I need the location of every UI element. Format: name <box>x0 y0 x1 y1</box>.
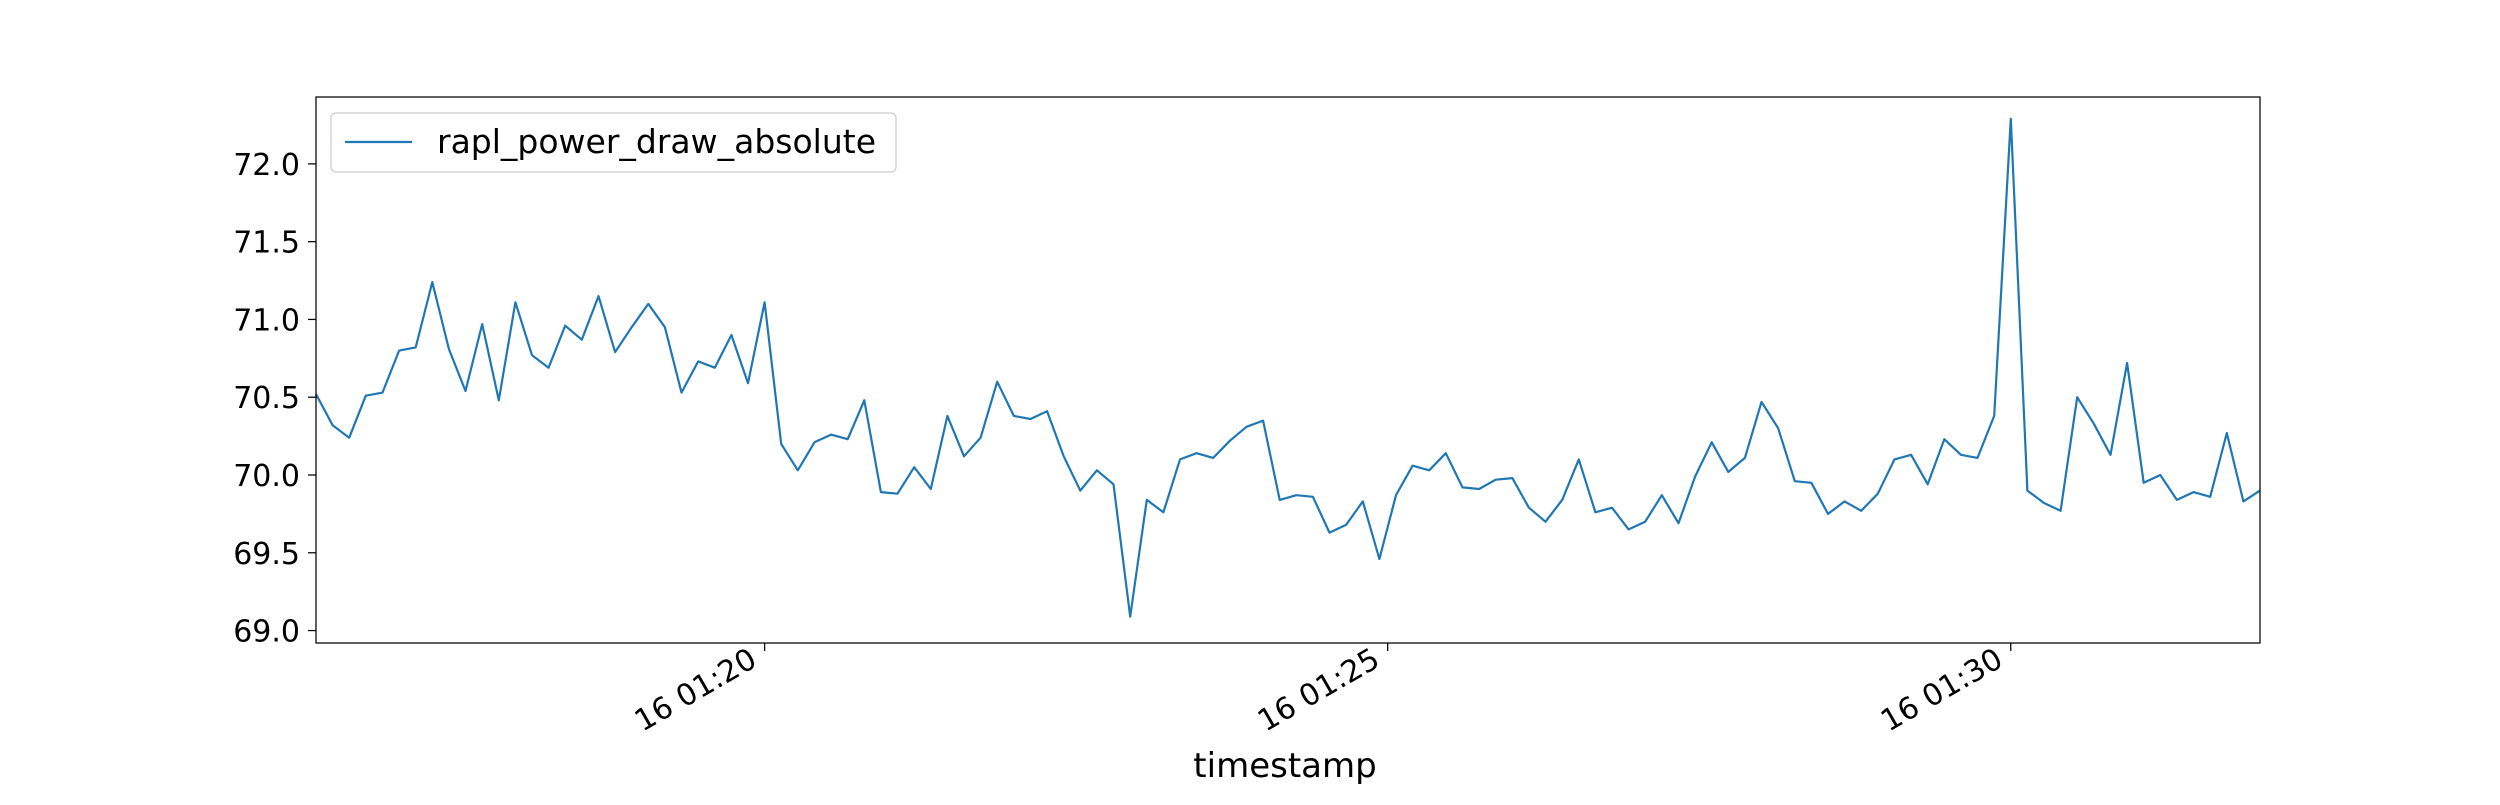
y-tick-label: 71.0 <box>233 303 300 338</box>
y-tick-label: 69.0 <box>233 615 300 650</box>
y-tick-label: 71.5 <box>233 226 300 261</box>
legend: rapl_power_draw_absolute <box>330 112 897 173</box>
y-tick-label: 70.0 <box>233 459 300 494</box>
y-tick-label: 70.5 <box>233 381 300 416</box>
legend-box <box>330 112 897 173</box>
y-axis: 69.0 69.5 70.0 70.5 71.0 71.5 72.0 <box>233 148 316 650</box>
series-line <box>315 117 2261 618</box>
legend-label: rapl_power_draw_absolute <box>437 122 876 161</box>
y-tick-label: 69.5 <box>233 537 300 572</box>
x-axis-label: timestamp <box>1193 746 1376 786</box>
y-tick-label: 72.0 <box>233 148 300 183</box>
series-layer <box>315 117 2261 618</box>
plot-area-frame <box>315 96 2261 644</box>
